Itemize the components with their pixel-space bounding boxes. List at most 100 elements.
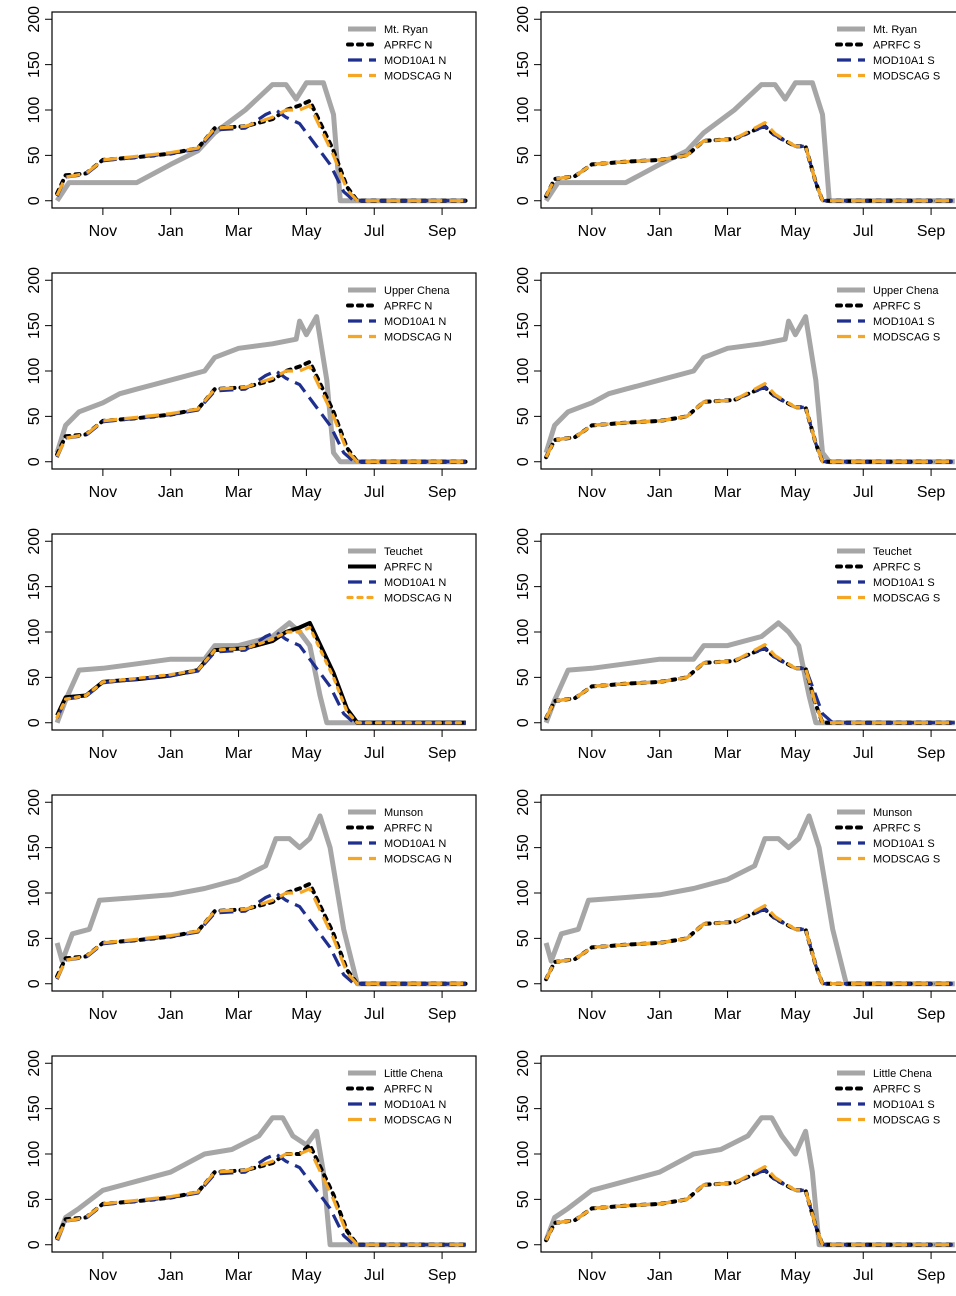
x-tick-label: Nov [578, 484, 606, 501]
x-tick-label: Jan [158, 223, 184, 240]
x-tick-label: Sep [917, 484, 946, 501]
series-line-teuchet [54, 620, 466, 726]
series-group [54, 314, 468, 465]
legend-label-aprfc-s: APRFC S [873, 1084, 921, 1096]
y-tick-label: 0 [515, 457, 532, 466]
series-line-modscag-n [55, 364, 466, 464]
x-tick-label: Nov [578, 223, 606, 240]
y-tick-label: 150 [26, 312, 43, 339]
series-line-munson [54, 813, 466, 987]
series-group [54, 813, 468, 987]
x-tick-label: May [780, 1267, 810, 1284]
x-tick-label: Jul [364, 484, 384, 501]
legend-label-aprfc-n: APRFC N [384, 301, 432, 313]
legend-label-modscag-n: MODSCAG N [384, 593, 452, 605]
legend-label-aprfc-n: APRFC N [384, 823, 432, 835]
y-tick-label: 150 [26, 573, 43, 600]
x-tick-label: Mar [225, 1006, 253, 1023]
y-tick-label: 150 [515, 1095, 532, 1122]
series-group [543, 314, 956, 465]
legend-label-aprfc-n: APRFC N [384, 40, 432, 52]
x-tick-label: Mar [714, 484, 742, 501]
legend-label-mod10a1-s: MOD10A1 S [873, 316, 935, 328]
series-line-munson [543, 813, 955, 987]
legend-label-teuchet: Teuchet [384, 546, 423, 558]
legend-label-munson: Munson [384, 807, 423, 819]
x-tick-label: Jul [364, 1267, 384, 1284]
legend-label-modscag-n: MODSCAG N [384, 71, 452, 83]
x-tick-label: Jan [158, 1267, 184, 1284]
x-tick-label: Jul [853, 1267, 873, 1284]
x-tick-label: Sep [917, 1006, 946, 1023]
x-tick-label: Mar [714, 223, 742, 240]
series-group [543, 813, 956, 987]
x-tick-label: Sep [917, 1267, 946, 1284]
series-group [55, 80, 468, 204]
series-line-modscag-s [544, 904, 955, 986]
series-line-mt-ryan [544, 80, 955, 204]
x-tick-label: Nov [89, 745, 117, 762]
y-tick-label: 100 [515, 619, 532, 646]
y-tick-label: 100 [26, 1141, 43, 1168]
legend-label-mod10a1-n: MOD10A1 N [384, 55, 446, 67]
y-tick-label: 150 [515, 312, 532, 339]
y-tick-label: 150 [515, 573, 532, 600]
x-tick-label: Mar [225, 1267, 253, 1284]
x-tick-label: Sep [428, 484, 457, 501]
x-tick-label: Jan [647, 484, 673, 501]
series-line-modscag-s [544, 121, 955, 203]
y-tick-label: 0 [26, 196, 43, 205]
legend-label-mt-ryan: Mt. Ryan [384, 24, 428, 36]
x-tick-label: Nov [578, 1267, 606, 1284]
y-tick-label: 100 [26, 619, 43, 646]
y-tick-label: 150 [515, 51, 532, 78]
x-tick-label: Mar [714, 1006, 742, 1023]
legend-label-upper-chena: Upper Chena [384, 285, 450, 297]
y-tick-label: 100 [26, 358, 43, 385]
y-tick-label: 0 [515, 196, 532, 205]
y-tick-label: 50 [26, 668, 43, 686]
x-tick-label: Mar [225, 223, 253, 240]
legend-label-aprfc-n: APRFC N [384, 562, 432, 574]
x-tick-label: Jan [647, 223, 673, 240]
y-tick-label: 150 [26, 1095, 43, 1122]
y-tick-label: 50 [515, 929, 532, 947]
y-tick-label: 50 [26, 929, 43, 947]
y-tick-label: 50 [515, 146, 532, 164]
panel-row1-right: 0 50 100 150 200 Nov Jan Mar May Jul Sep Mt. Ryan AP… [515, 6, 956, 240]
series-line-little-chena [54, 1115, 466, 1248]
x-tick-label: Sep [428, 745, 457, 762]
legend-label-mod10a1-n: MOD10A1 N [384, 1099, 446, 1111]
y-tick-label: 50 [515, 1190, 532, 1208]
x-tick-label: Sep [428, 1267, 457, 1284]
y-tick-label: 0 [26, 718, 43, 727]
x-tick-label: Jul [853, 223, 873, 240]
panel-row3-right: 0 50 100 150 200 Nov Jan Mar May Jul Sep Teuchet APR… [515, 528, 956, 762]
x-tick-label: Sep [428, 223, 457, 240]
y-tick-label: 0 [26, 979, 43, 988]
series-group [54, 1115, 468, 1248]
legend-label-teuchet: Teuchet [873, 546, 912, 558]
y-tick-label: 0 [515, 979, 532, 988]
x-tick-label: May [780, 223, 810, 240]
y-tick-label: 200 [515, 789, 532, 816]
legend-label-upper-chena: Upper Chena [873, 285, 939, 297]
legend-label-aprfc-s: APRFC S [873, 301, 921, 313]
y-tick-label: 200 [26, 528, 43, 555]
panel-row4-right: 0 50 100 150 200 Nov Jan Mar May Jul Sep Munson APRF… [515, 789, 956, 1023]
y-tick-label: 0 [515, 1240, 532, 1249]
x-tick-label: May [291, 1006, 321, 1023]
x-tick-label: Jul [853, 484, 873, 501]
y-tick-label: 200 [515, 6, 532, 33]
x-tick-label: Jul [853, 1006, 873, 1023]
y-tick-label: 50 [515, 668, 532, 686]
x-tick-label: Sep [917, 223, 946, 240]
x-tick-label: May [291, 223, 321, 240]
y-tick-label: 100 [515, 880, 532, 907]
legend-label-aprfc-s: APRFC S [873, 40, 921, 52]
panel-row4-left: 0 50 100 150 200 Nov Jan Mar May Jul Sep Munson APRF… [26, 789, 477, 1023]
legend-label-mod10a1-n: MOD10A1 N [384, 316, 446, 328]
x-tick-label: Nov [89, 223, 117, 240]
x-tick-label: May [291, 745, 321, 762]
x-tick-label: Nov [578, 745, 606, 762]
